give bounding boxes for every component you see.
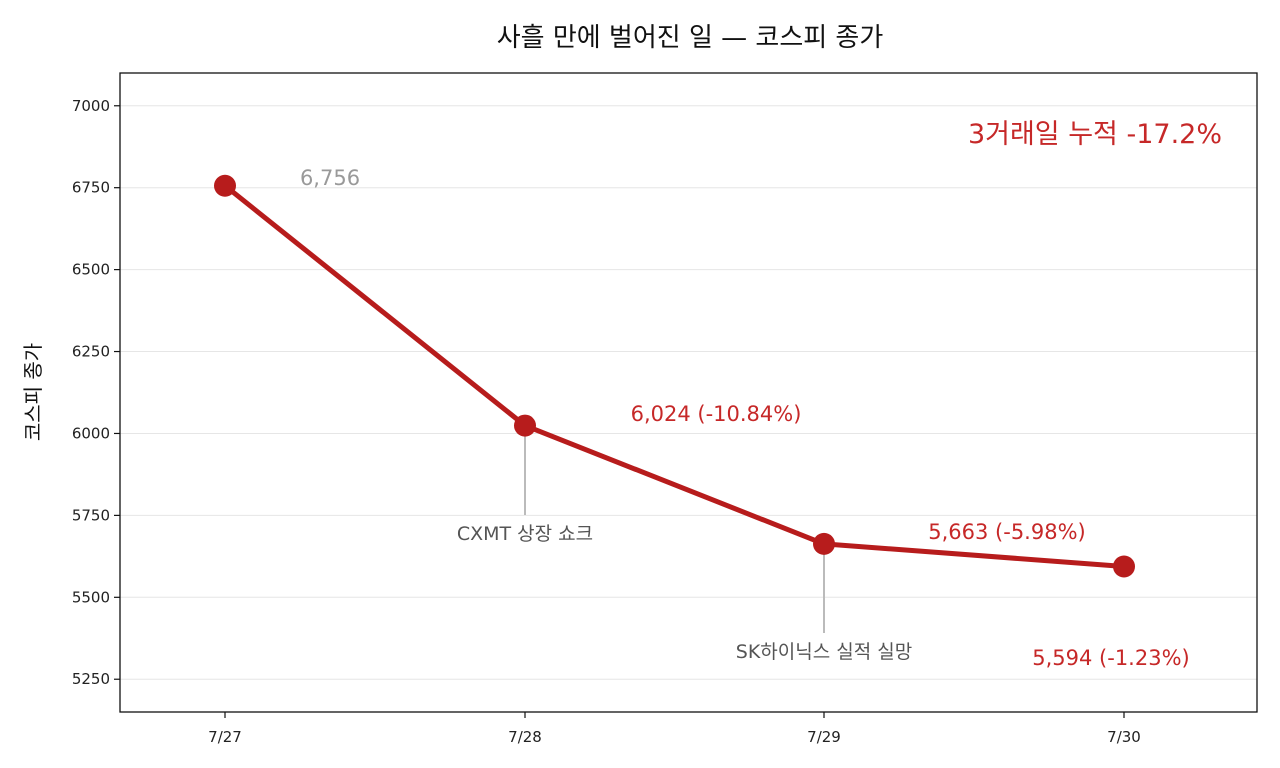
data-label: 6,024 (-10.84%) bbox=[631, 402, 802, 426]
y-tick-label: 6500 bbox=[72, 261, 110, 279]
y-tick-label: 7000 bbox=[72, 97, 110, 115]
data-label: 5,594 (-1.23%) bbox=[1032, 646, 1189, 670]
y-tick-label: 6250 bbox=[72, 343, 110, 361]
annotation-text: CXMT 상장 쇼크 bbox=[457, 523, 593, 545]
y-tick-label: 5500 bbox=[72, 588, 110, 606]
data-labels: 6,756 6,024 (-10.84%) 5,663 (-5.98%) 5,594 … bbox=[300, 166, 1190, 670]
series-kospi bbox=[214, 174, 1135, 578]
annotations: CXMT 상장 쇼크 SK하이닉스 실적 실망 bbox=[457, 433, 912, 663]
grid-lines bbox=[120, 105, 1257, 680]
x-tick-label: 7/28 bbox=[508, 728, 542, 746]
y-tick-label: 5250 bbox=[72, 670, 110, 688]
cumulative-change-callout: 3거래일 누적 -17.2% bbox=[968, 119, 1222, 150]
annotation-text: SK하이닉스 실적 실망 bbox=[736, 641, 912, 663]
y-tick-label: 5750 bbox=[72, 506, 110, 524]
data-point bbox=[813, 532, 835, 555]
data-label: 5,663 (-5.98%) bbox=[928, 520, 1085, 544]
data-label: 6,756 bbox=[300, 166, 360, 190]
data-point bbox=[1113, 555, 1135, 578]
y-tick-label: 6000 bbox=[72, 424, 110, 442]
y-tick-label: 6750 bbox=[72, 179, 110, 197]
x-tick-label: 7/29 bbox=[807, 728, 841, 746]
x-axis: 7/27 7/28 7/29 7/30 bbox=[208, 712, 1141, 746]
y-axis-label: 코스피 종가 bbox=[21, 343, 45, 441]
x-tick-label: 7/30 bbox=[1107, 728, 1141, 746]
plot-frame bbox=[119, 72, 1258, 713]
data-point bbox=[214, 174, 236, 197]
chart-title: 사흘 만에 벌어진 일 — 코스피 종가 bbox=[497, 23, 884, 53]
series-line bbox=[222, 183, 1127, 570]
x-tick-label: 7/27 bbox=[208, 728, 242, 746]
y-axis: 5250 5500 5750 6000 6250 6500 6750 7000 bbox=[72, 97, 120, 688]
data-point bbox=[514, 414, 536, 437]
